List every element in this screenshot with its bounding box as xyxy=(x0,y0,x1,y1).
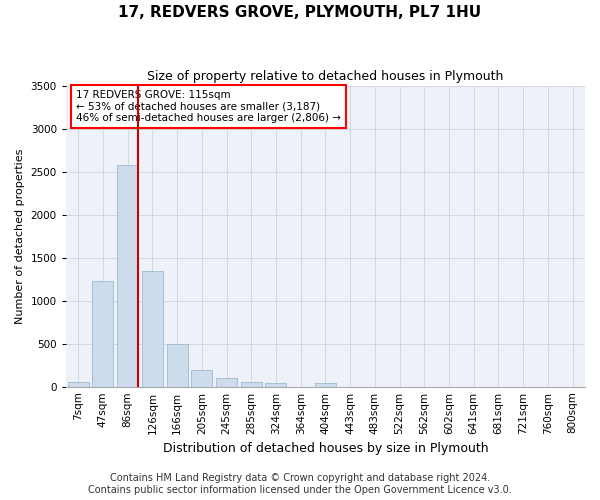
X-axis label: Distribution of detached houses by size in Plymouth: Distribution of detached houses by size … xyxy=(163,442,488,455)
Y-axis label: Number of detached properties: Number of detached properties xyxy=(15,148,25,324)
Bar xyxy=(167,344,188,386)
Bar xyxy=(117,164,138,386)
Bar xyxy=(216,378,237,386)
Text: 17 REDVERS GROVE: 115sqm
← 53% of detached houses are smaller (3,187)
46% of sem: 17 REDVERS GROVE: 115sqm ← 53% of detach… xyxy=(76,90,341,124)
Bar xyxy=(142,272,163,386)
Bar xyxy=(315,383,336,386)
Text: 17, REDVERS GROVE, PLYMOUTH, PL7 1HU: 17, REDVERS GROVE, PLYMOUTH, PL7 1HU xyxy=(118,5,482,20)
Title: Size of property relative to detached houses in Plymouth: Size of property relative to detached ho… xyxy=(147,70,503,83)
Bar xyxy=(241,382,262,386)
Bar xyxy=(265,383,286,386)
Bar xyxy=(191,370,212,386)
Bar xyxy=(92,281,113,386)
Bar xyxy=(68,382,89,386)
Text: Contains HM Land Registry data © Crown copyright and database right 2024.
Contai: Contains HM Land Registry data © Crown c… xyxy=(88,474,512,495)
